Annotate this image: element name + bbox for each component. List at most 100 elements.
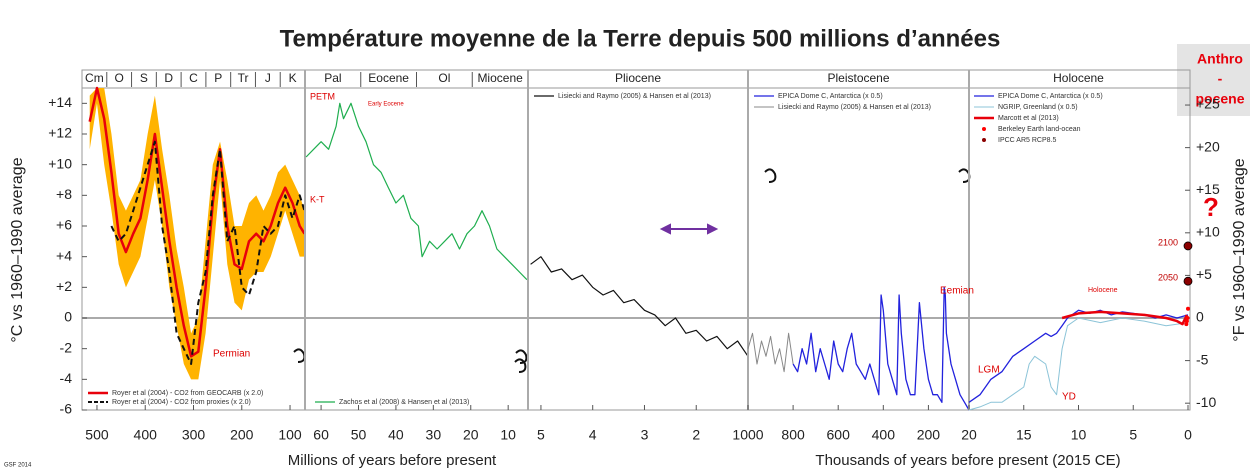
x-tick-label: 50 bbox=[351, 427, 367, 443]
period-label: Pleistocene bbox=[827, 71, 889, 85]
anthropocene-label: pocene bbox=[1195, 91, 1244, 107]
annotation: Permian bbox=[213, 349, 250, 360]
annotation: PETM bbox=[310, 91, 335, 101]
x-tick-label: 5 bbox=[1129, 427, 1137, 443]
x-tick-label: 500 bbox=[85, 427, 109, 443]
x-tick-label: 300 bbox=[182, 427, 206, 443]
legend-label: Royer et al (2004) - CO2 from GEOCARB (x… bbox=[112, 390, 263, 397]
series-line bbox=[968, 309, 1189, 403]
period-label: O bbox=[114, 71, 123, 85]
y-tick-label: +14 bbox=[48, 94, 72, 110]
series-point bbox=[1185, 316, 1190, 320]
annotation: K-T bbox=[310, 194, 325, 204]
legend-label: Royer et al (2004) - CO2 from proxies (x… bbox=[112, 399, 251, 406]
y2-tick-label: -10 bbox=[1196, 394, 1216, 410]
series-point bbox=[1184, 319, 1189, 324]
x-tick-label: 10 bbox=[500, 427, 516, 443]
legend-marker bbox=[982, 138, 986, 142]
uncertainty-band bbox=[89, 88, 305, 380]
series-line bbox=[88, 86, 306, 358]
period-label: Cm bbox=[85, 71, 104, 85]
plot-frame bbox=[81, 69, 1191, 411]
x-tick-label: 60 bbox=[313, 427, 329, 443]
y-tick-label: +10 bbox=[48, 155, 72, 171]
x-tick-label: 2 bbox=[692, 427, 700, 443]
period-label: Tr bbox=[238, 71, 249, 85]
x-tick-label: 20 bbox=[961, 427, 977, 443]
x-tick-label: 200 bbox=[917, 427, 941, 443]
y2-tick-label: 0 bbox=[1196, 309, 1204, 325]
legend-marker bbox=[982, 127, 986, 131]
period-label: P bbox=[214, 71, 222, 85]
x-axis-label: Thousands of years before present (2015 … bbox=[815, 452, 1120, 469]
legend-label: Lisiecki and Raymo (2005) & Hansen et al… bbox=[778, 104, 931, 111]
x-tick-label: 30 bbox=[426, 427, 442, 443]
y2-tick-label: +15 bbox=[1196, 181, 1220, 197]
x-tick-label: 800 bbox=[781, 427, 805, 443]
x-tick-label: 3 bbox=[641, 427, 649, 443]
y2-tick-label: +20 bbox=[1196, 138, 1220, 154]
series-point bbox=[1186, 306, 1190, 311]
series-line bbox=[110, 140, 306, 365]
x-axis-label: Millions of years before present bbox=[288, 452, 497, 469]
curl-arrow bbox=[293, 348, 306, 363]
period-label: Pliocene bbox=[615, 71, 661, 85]
period-label: Ol bbox=[438, 71, 450, 85]
period-label: S bbox=[140, 71, 148, 85]
period-label: C bbox=[189, 71, 198, 85]
period-label: K bbox=[289, 71, 297, 85]
x-tick-label: 400 bbox=[134, 427, 158, 443]
x-tick-label: 4 bbox=[589, 427, 597, 443]
curl-arrow bbox=[958, 168, 971, 183]
legend-label: EPICA Dome C, Antarctica (x 0.5) bbox=[778, 93, 883, 100]
y-tick-label: -6 bbox=[60, 401, 73, 417]
series-line bbox=[305, 102, 528, 281]
series-point bbox=[1183, 276, 1193, 286]
curl-arrows bbox=[293, 168, 971, 373]
period-label: J bbox=[265, 71, 271, 85]
chart-title: Température moyenne de la Terre depuis 5… bbox=[280, 25, 1001, 52]
series-point bbox=[1183, 241, 1193, 251]
anthropocene-box bbox=[1177, 44, 1250, 116]
anthropocene-label: - bbox=[1218, 71, 1223, 87]
annotation: LGM bbox=[978, 365, 1000, 376]
series-point bbox=[1184, 322, 1189, 327]
annotation: ? bbox=[1203, 192, 1219, 222]
y2-tick-label: +5 bbox=[1196, 266, 1212, 282]
y2-tick-label: +10 bbox=[1196, 224, 1220, 240]
x-tick-label: 600 bbox=[827, 427, 851, 443]
curl-arrow bbox=[764, 168, 777, 183]
curl-arrow bbox=[514, 358, 527, 373]
y-tick-label: +12 bbox=[48, 125, 72, 141]
y-tick-label: -2 bbox=[60, 339, 73, 355]
x-tick-label: 100 bbox=[278, 427, 302, 443]
y2-tick-label: -5 bbox=[1196, 351, 1209, 367]
annotation: Holocene bbox=[1088, 287, 1118, 294]
y-tick-label: -4 bbox=[60, 370, 73, 386]
y-tick-label: +4 bbox=[56, 247, 72, 263]
x-tick-label: 400 bbox=[872, 427, 896, 443]
anthropocene-label: Anthro bbox=[1197, 51, 1243, 67]
period-label: D bbox=[164, 71, 173, 85]
y2-axis-label: °F vs 1960–1990 average bbox=[1231, 158, 1248, 342]
x-tick-label: 15 bbox=[1016, 427, 1032, 443]
y-tick-label: +6 bbox=[56, 217, 72, 233]
x-tick-label: 5 bbox=[537, 427, 545, 443]
series-line bbox=[747, 332, 794, 373]
period-label: Holocene bbox=[1053, 71, 1104, 85]
x-tick-label: 40 bbox=[388, 427, 404, 443]
legend-label: IPCC AR5 RCP8.5 bbox=[998, 137, 1056, 144]
x-tick-label: 0 bbox=[1184, 427, 1192, 443]
annotation: YD bbox=[1062, 392, 1076, 403]
period-label: Pal bbox=[324, 71, 341, 85]
x-tick-label: 200 bbox=[230, 427, 254, 443]
period-label: Eocene bbox=[368, 71, 409, 85]
point-label: 2100 bbox=[1158, 237, 1178, 247]
y2-tick-label: +25 bbox=[1196, 96, 1220, 112]
series-line bbox=[530, 256, 749, 357]
legend-label: Zachos et al (2008) & Hansen et al (2013… bbox=[339, 399, 469, 406]
legend-label: NGRIP, Greenland (x 0.5) bbox=[998, 104, 1078, 111]
series-line bbox=[968, 317, 1189, 411]
y-tick-label: +2 bbox=[56, 278, 72, 294]
